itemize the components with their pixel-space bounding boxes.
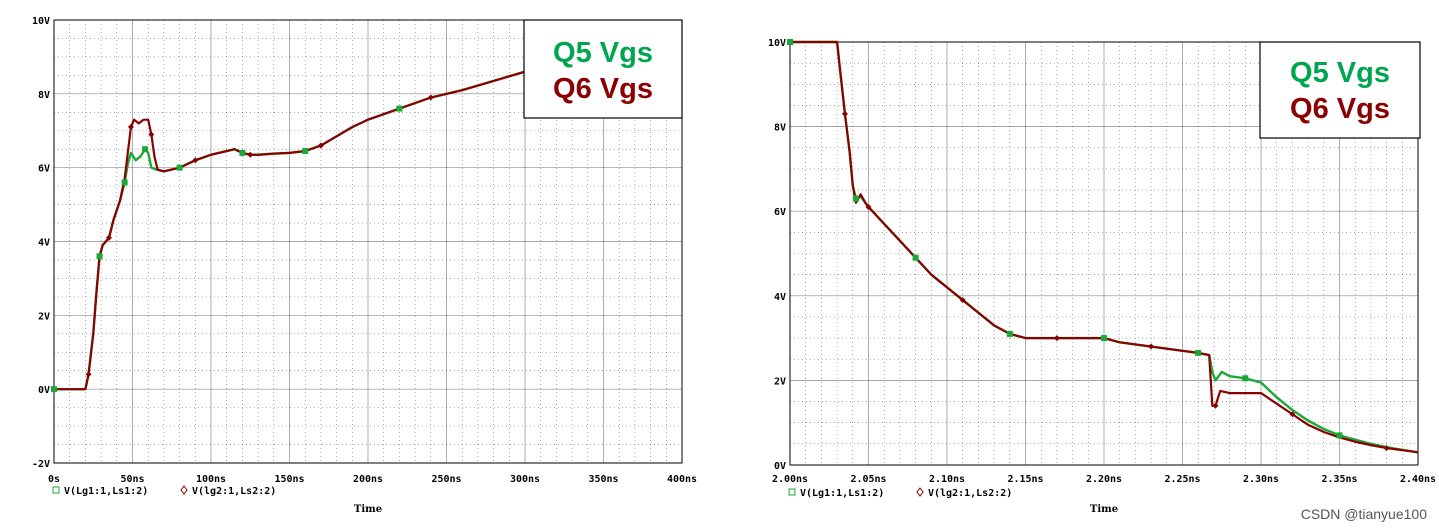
legend-box — [1259, 41, 1421, 139]
chart-left: 0s 50ns 100ns 150ns 200ns 250ns 300ns 350ns 400n… — [32, 16, 697, 515]
legend-entry-q5: V(Lg1:1,Ls1:2) — [64, 486, 148, 497]
series-marker-q6 — [427, 94, 434, 101]
series-marker-q6 — [85, 371, 92, 378]
series-marker-q5 — [396, 105, 403, 112]
y-tick-label: 0V — [38, 385, 50, 396]
legend-symbol-q6 — [180, 485, 188, 495]
x-tick-label: 200ns — [353, 474, 383, 485]
x-tick-label: 2.35ns — [1321, 474, 1357, 485]
series-marker-q5 — [239, 149, 246, 156]
series-marker-q5 — [142, 146, 149, 153]
series-marker-q6 — [1383, 445, 1390, 452]
legend-entry-q6: V(lg2:1,Ls2:2) — [192, 486, 276, 497]
x-tick-label: 350ns — [588, 474, 618, 485]
series-marker-q5 — [1336, 432, 1343, 439]
legend-box-q6-label: Q6 Vgs — [1290, 93, 1390, 125]
y-tick-label: 10V — [32, 16, 50, 27]
series-marker-q6 — [148, 131, 155, 138]
series-marker-q6 — [247, 151, 254, 158]
series-marker-q5 — [852, 195, 859, 202]
x-tick-label: 2.15ns — [1007, 474, 1043, 485]
series-marker-q5 — [1006, 330, 1013, 337]
series-marker-q5 — [912, 254, 919, 261]
series-marker-q6 — [127, 124, 134, 131]
series-line-q6 — [790, 40, 1419, 454]
x-tick-label: 300ns — [510, 474, 540, 485]
series-marker-q6 — [105, 234, 112, 241]
legend-box-q5-label: Q5 Vgs — [553, 37, 653, 69]
chart-right: 2.00ns 2.05ns 2.10ns 2.15ns 2.20ns 2.25ns 2.30… — [768, 38, 1436, 515]
legend-symbol-q5 — [52, 486, 60, 494]
legend-box — [523, 19, 683, 119]
series-marker-q6 — [1148, 343, 1155, 350]
legend-symbol-q5 — [788, 488, 796, 496]
plot-frame — [53, 19, 683, 464]
legend-box-q5-label: Q5 Vgs — [1290, 57, 1390, 89]
x-tick-label: 150ns — [274, 474, 304, 485]
x-tick-label: 2.40ns — [1400, 474, 1436, 485]
series-marker-q5 — [1195, 349, 1202, 356]
x-tick-label: 2.10ns — [929, 474, 965, 485]
legend-entry-q6: V(lg2:1,Ls2:2) — [928, 488, 1012, 499]
series-line-q6 — [54, 39, 683, 391]
series-marker-q5 — [96, 253, 103, 260]
x-axis-label: Time — [354, 504, 382, 515]
watermark: CSDN @tianyue100 — [1300, 506, 1427, 522]
y-tick-label: 4V — [774, 292, 786, 303]
x-tick-label: 2.00ns — [772, 474, 808, 485]
x-tick-label: 400ns — [667, 474, 697, 485]
y-tick-label: 10V — [768, 38, 786, 49]
x-tick-label: 2.05ns — [850, 474, 886, 485]
series-marker-q6 — [317, 142, 324, 149]
y-tick-label: 4V — [38, 238, 50, 249]
series-marker-q6 — [841, 110, 848, 117]
series-marker-q6 — [1289, 411, 1296, 418]
x-tick-label: 250ns — [431, 474, 461, 485]
series-marker-q5 — [1242, 375, 1249, 382]
y-tick-label: 8V — [38, 90, 50, 101]
series-marker-q5 — [302, 148, 309, 155]
series-marker-q5 — [787, 39, 793, 45]
x-tick-label: 0s — [48, 474, 60, 485]
y-tick-label: 0V — [774, 461, 786, 472]
x-tick-label: 100ns — [196, 474, 226, 485]
legend-entry-q5: V(Lg1:1,Ls1:2) — [800, 488, 884, 499]
y-tick-label: 6V — [774, 207, 786, 218]
y-tick-label: 2V — [774, 376, 786, 387]
legend-symbol-q6 — [916, 487, 924, 497]
y-tick-label: 8V — [774, 123, 786, 134]
series-marker-q6 — [959, 297, 966, 304]
plot-frame — [789, 41, 1419, 466]
x-axis-label: Time — [1090, 504, 1118, 515]
series-marker-q6 — [1053, 335, 1060, 342]
x-tick-label: 2.30ns — [1243, 474, 1279, 485]
series-marker-q5 — [51, 386, 57, 393]
x-tick-label: 50ns — [120, 474, 144, 485]
x-tick-label: 2.25ns — [1164, 474, 1200, 485]
y-tick-label: -2V — [32, 459, 50, 470]
series-marker-q5 — [176, 164, 183, 171]
series-marker-q6 — [192, 157, 199, 164]
series-marker-q6 — [1212, 402, 1219, 409]
y-tick-label: 6V — [38, 164, 50, 175]
series-marker-q6 — [865, 203, 872, 210]
legend-box-q6-label: Q6 Vgs — [553, 73, 653, 105]
series-marker-q5 — [121, 179, 128, 186]
series-marker-q5 — [1101, 335, 1107, 342]
x-tick-label: 2.20ns — [1086, 474, 1122, 485]
y-tick-label: 2V — [38, 311, 50, 322]
